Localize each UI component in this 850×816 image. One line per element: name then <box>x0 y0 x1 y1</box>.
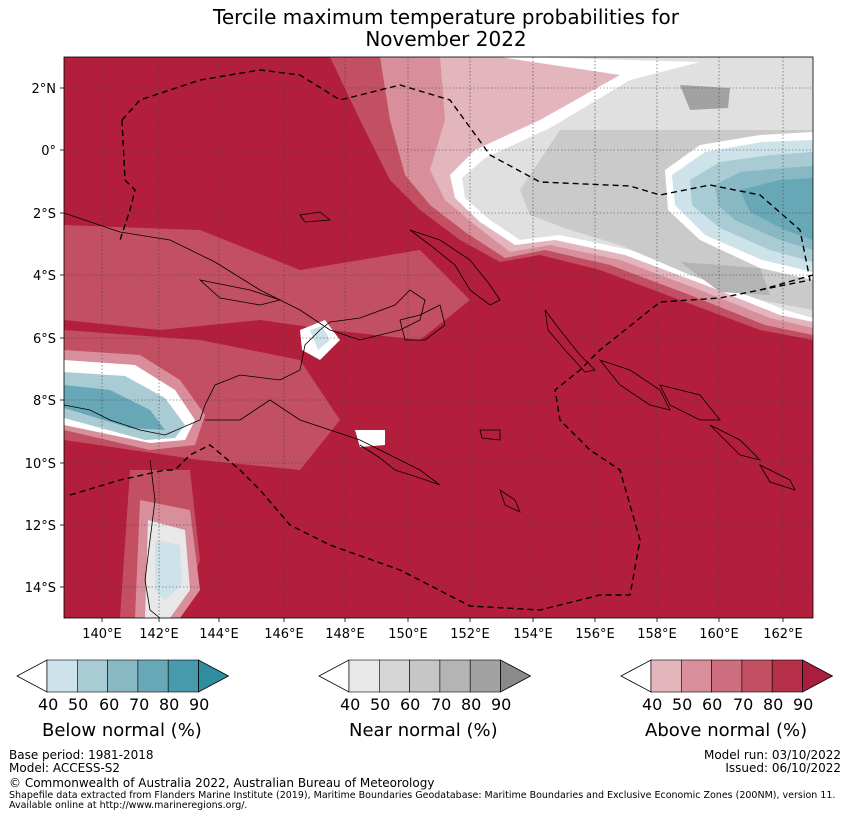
above-normal-label: Above normal (%) <box>645 720 808 741</box>
model-name: Model: ACCESS-S2 <box>9 761 121 775</box>
colorbar-swatch <box>771 659 803 693</box>
colorbar-low-extend <box>16 659 48 693</box>
colorbar-swatch <box>409 659 441 693</box>
colorbar-swatch <box>46 659 78 693</box>
colorbar-high-extend <box>802 659 834 693</box>
colorbar-swatch <box>378 659 410 693</box>
shapefile-url: Available online at http://www.marinereg… <box>9 800 248 811</box>
colorbar-swatch <box>77 659 108 693</box>
colorbar-swatch <box>348 659 380 693</box>
below-tick: 70 <box>129 695 150 714</box>
colorbar-swatch <box>711 659 743 693</box>
colorbar-swatch <box>439 659 471 693</box>
colorbar-high-extend <box>198 659 230 693</box>
colorbar-high-extend <box>500 659 532 693</box>
colorbar-swatch <box>107 659 139 693</box>
below-tick: 40 <box>38 695 59 714</box>
above-tick: 80 <box>763 695 784 714</box>
below-tick: 60 <box>99 695 120 714</box>
colorbar-near-normal <box>318 659 532 693</box>
colorbar-swatch <box>650 659 682 693</box>
lon-label: 144°E <box>199 627 239 642</box>
lon-label: 162°E <box>763 627 803 642</box>
below-tick: 80 <box>159 695 180 714</box>
lon-label: 156°E <box>575 627 615 642</box>
colorbar-below-normal <box>16 659 230 693</box>
lat-label: 2°S <box>33 207 56 222</box>
shapefile-credit: Shapefile data extracted from Flanders M… <box>9 790 836 801</box>
colorbar-low-extend <box>620 659 652 693</box>
lat-label: 2°N <box>32 82 57 97</box>
lon-label: 140°E <box>82 627 122 642</box>
base-period: Base period: 1981-2018 <box>9 748 154 762</box>
lat-label: 8°S <box>33 394 56 409</box>
lat-label: 4°S <box>33 269 56 284</box>
lat-label: 6°S <box>33 332 56 347</box>
colorbar-swatch <box>680 659 712 693</box>
colorbar-above-normal <box>620 659 834 693</box>
near-tick: 90 <box>491 695 512 714</box>
eez-boundaries <box>69 69 813 611</box>
lat-label: 0° <box>41 144 56 159</box>
colorbar-swatch <box>741 659 773 693</box>
graticule <box>64 57 813 618</box>
lon-label: 142°E <box>139 627 179 642</box>
lon-label: 152°E <box>450 627 490 642</box>
above-tick: 50 <box>672 695 693 714</box>
colorbar-swatch <box>137 659 169 693</box>
copyright: © Commonwealth of Australia 2022, Austra… <box>9 776 435 790</box>
colorbar-swatch <box>167 659 199 693</box>
near-tick: 60 <box>400 695 421 714</box>
near-tick: 70 <box>431 695 452 714</box>
map-title-line2: November 2022 <box>365 27 527 51</box>
lon-label: 154°E <box>513 627 553 642</box>
lat-label: 10°S <box>25 457 56 472</box>
above-tick: 40 <box>642 695 663 714</box>
lon-label: 150°E <box>388 627 428 642</box>
near-tick: 80 <box>461 695 482 714</box>
lon-label: 148°E <box>325 627 365 642</box>
lon-label: 158°E <box>637 627 677 642</box>
colorbar-low-extend <box>318 659 350 693</box>
coastlines <box>64 211 796 618</box>
below-normal-label: Below normal (%) <box>42 720 202 741</box>
lon-label: 160°E <box>699 627 739 642</box>
model-run: Model run: 03/10/2022 <box>703 748 841 762</box>
above-tick: 70 <box>733 695 754 714</box>
below-tick: 90 <box>189 695 210 714</box>
colorbar-swatch <box>469 659 501 693</box>
below-tick: 50 <box>68 695 89 714</box>
near-tick: 40 <box>340 695 361 714</box>
lat-label: 14°S <box>25 581 56 596</box>
map-title-line1: Tercile maximum temperature probabilitie… <box>213 5 679 29</box>
near-tick: 50 <box>370 695 391 714</box>
lat-label: 12°S <box>25 519 56 534</box>
above-tick: 90 <box>793 695 814 714</box>
above-tick: 60 <box>702 695 723 714</box>
lon-label: 146°E <box>264 627 304 642</box>
near-normal-label: Near normal (%) <box>349 720 498 741</box>
issued-date: Issued: 06/10/2022 <box>725 761 841 775</box>
